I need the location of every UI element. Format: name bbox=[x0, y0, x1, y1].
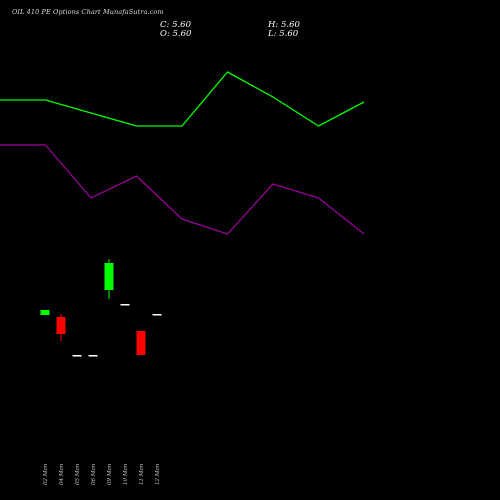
candle-body bbox=[88, 355, 98, 357]
x-tick-label: 04 Mon bbox=[59, 463, 65, 485]
line-series-layer bbox=[0, 71, 365, 235]
line-series-0 bbox=[0, 71, 365, 127]
candle-body bbox=[72, 355, 82, 357]
candle-4 bbox=[104, 259, 114, 299]
candle-5 bbox=[120, 304, 130, 306]
x-tick-label: 10 Mon bbox=[123, 463, 129, 485]
candle-body bbox=[40, 310, 50, 315]
chart-title: OIL 410 PE Options Chart MunafaSutra.com bbox=[12, 8, 164, 16]
x-tick-label: 06 Mon bbox=[91, 463, 97, 485]
high-value: H: 5.60 bbox=[268, 20, 300, 30]
x-tick-label: 11 Mon bbox=[139, 463, 145, 485]
close-value: C: 5.60 bbox=[160, 20, 191, 30]
candlestick-layer bbox=[40, 259, 162, 357]
candle-6 bbox=[136, 331, 146, 355]
candle-3 bbox=[88, 355, 98, 357]
x-tick-label: 09 Mon bbox=[107, 463, 113, 485]
x-axis-ticks: 02 Mon 04 Mon 05 Mon 06 Mon 09 Mon 10 Mon 11 M… bbox=[43, 463, 161, 485]
candle-2 bbox=[72, 355, 82, 357]
candle-7 bbox=[152, 314, 162, 316]
candle-body bbox=[152, 314, 162, 316]
candle-body bbox=[56, 317, 66, 334]
candle-body bbox=[136, 331, 146, 355]
x-tick-label: 05 Mon bbox=[75, 463, 81, 485]
candle-body bbox=[104, 263, 114, 290]
open-value: O: 5.60 bbox=[160, 29, 192, 39]
line-series-1 bbox=[0, 144, 365, 235]
candle-1 bbox=[56, 314, 66, 341]
x-tick-label: 02 Mon bbox=[43, 463, 49, 485]
candle-0 bbox=[40, 310, 50, 315]
x-tick-label: 12 Mon bbox=[155, 463, 161, 485]
candle-body bbox=[120, 304, 130, 306]
low-value: L: 5.60 bbox=[268, 29, 299, 39]
